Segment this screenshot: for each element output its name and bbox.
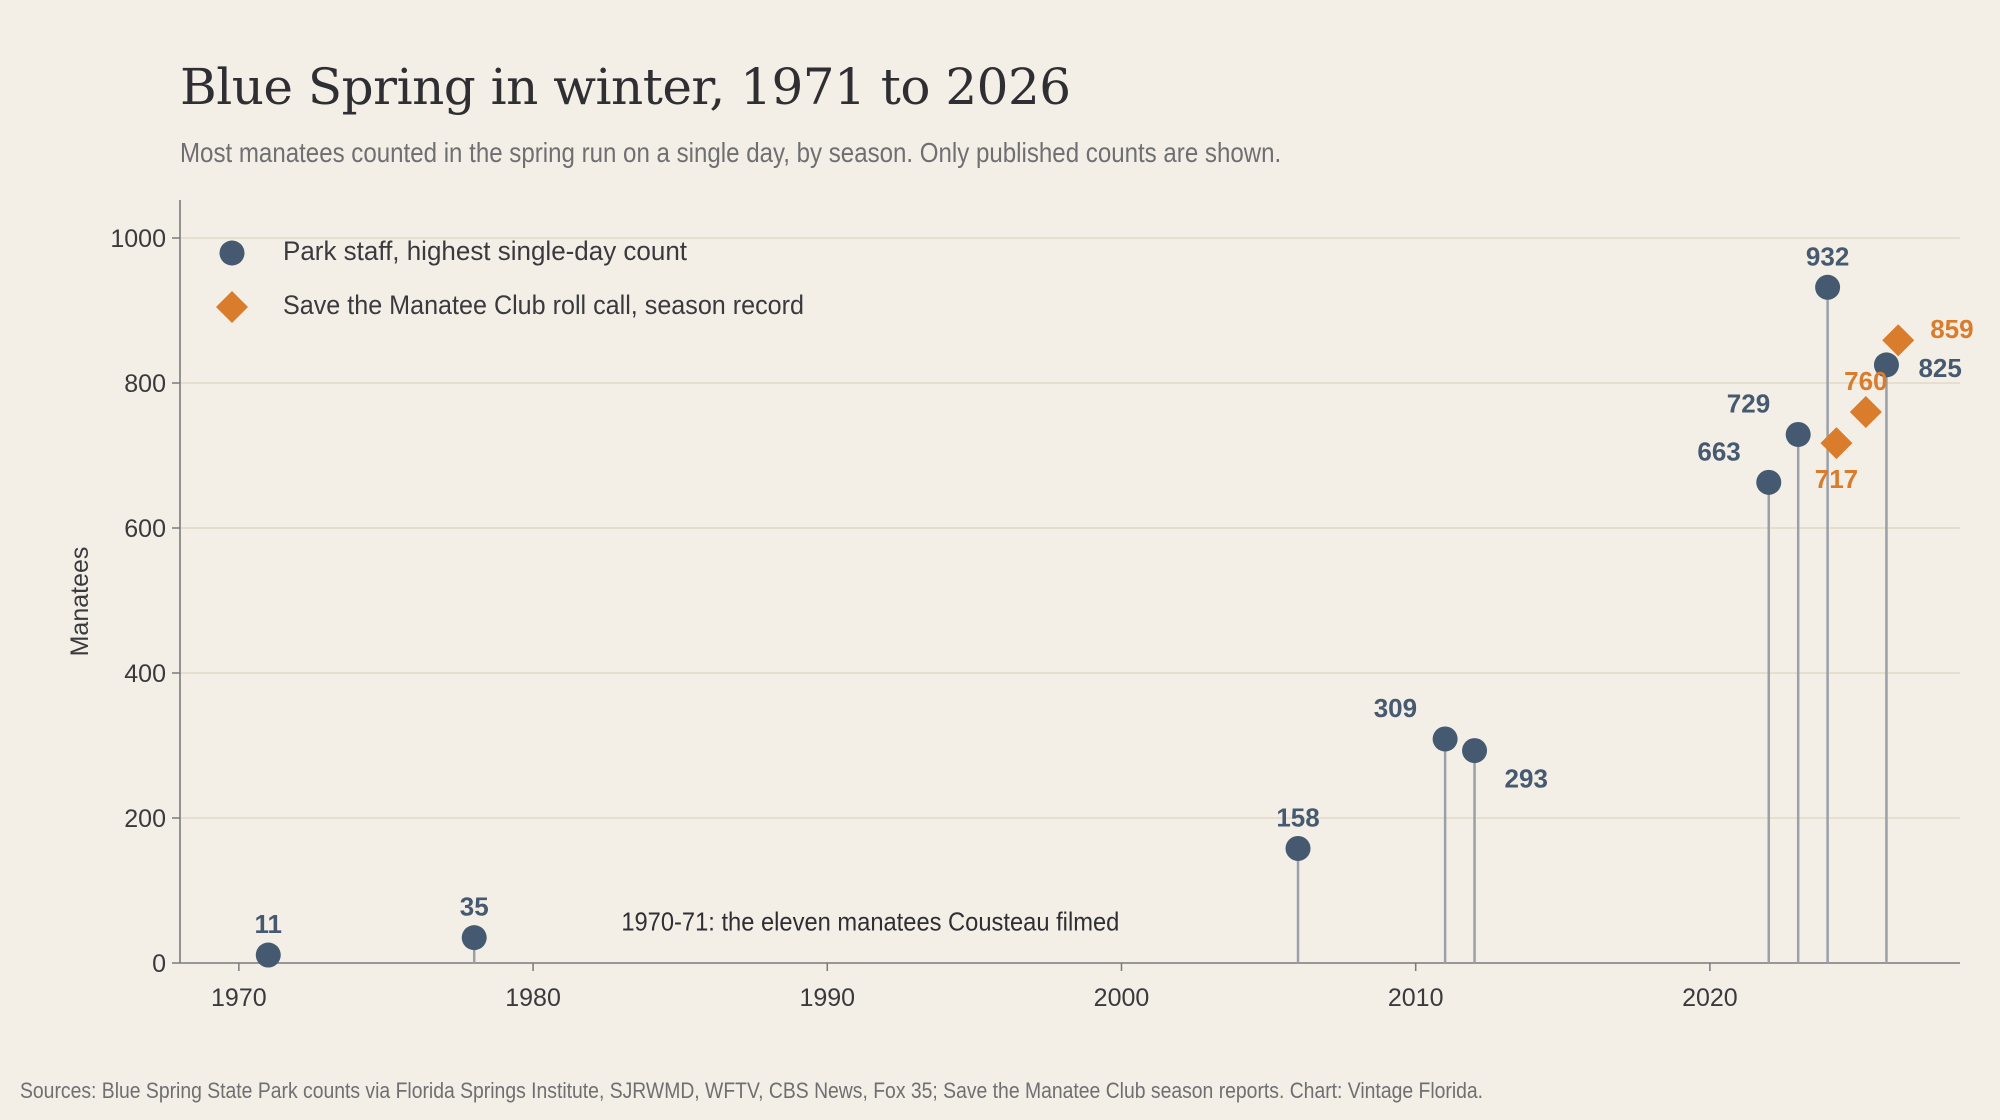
x-tick-label-2000: 2000 [1094, 984, 1150, 1012]
data-label-663: 663 [1697, 436, 1740, 466]
data-label-729: 729 [1727, 388, 1770, 418]
data-label-309: 309 [1374, 693, 1417, 723]
annotation-cousteau: 1970-71: the eleven manatees Cousteau fi… [621, 906, 1119, 936]
club-record-point-859 [1882, 324, 1915, 357]
legend-club-marker [216, 291, 248, 323]
chart-source-note: Sources: Blue Spring State Park counts v… [20, 1078, 1484, 1103]
data-label-158: 158 [1276, 802, 1319, 832]
y-tick-label-0: 0 [152, 950, 166, 978]
y-axis-title: Manatees [66, 547, 94, 657]
y-tick-label-400: 400 [124, 660, 166, 688]
club-record-point-760 [1849, 396, 1882, 428]
data-label-859: 859 [1930, 314, 1973, 344]
chart-subtitle: Most manatees counted in the spring run … [180, 137, 1282, 168]
chart-title: Blue Spring in winter, 1971 to 2026 [180, 58, 1071, 116]
data-label-11: 11 [255, 909, 283, 939]
data-label-825: 825 [1918, 353, 1961, 383]
x-tick-label-1980: 1980 [505, 984, 561, 1012]
x-tick-label-1970: 1970 [211, 984, 267, 1012]
data-label-35: 35 [460, 892, 489, 922]
legend: Park staff, highest single-day count Save… [216, 236, 804, 323]
park-count-point-2011 [1432, 726, 1458, 752]
park-count-point-2024 [1815, 274, 1841, 300]
legend-park-staff-label: Park staff, highest single-day count [283, 236, 687, 266]
y-tick-label-1000: 1000 [110, 225, 166, 253]
data-label-932: 932 [1806, 241, 1849, 271]
park-count-point-1978 [461, 925, 487, 951]
legend-club-label: Save the Manatee Club roll call, season … [283, 290, 804, 320]
y-tick-label-200: 200 [124, 805, 166, 833]
park-count-point-1971 [255, 942, 281, 968]
y-tick-label-600: 600 [124, 515, 166, 543]
x-tick-label-1990: 1990 [799, 984, 855, 1012]
data-label-717: 717 [1815, 464, 1858, 494]
club-record-point-717 [1820, 427, 1853, 460]
x-tick-label-2010: 2010 [1388, 984, 1444, 1012]
y-tick-label-800: 800 [124, 370, 166, 398]
park-count-point-2026 [1873, 352, 1899, 378]
x-tick-label-2020: 2020 [1682, 984, 1738, 1012]
park-count-point-2022 [1756, 469, 1782, 495]
legend-park-staff-marker [219, 240, 245, 266]
park-count-point-2023 [1785, 421, 1811, 447]
park-count-point-2006 [1285, 835, 1311, 861]
data-label-293: 293 [1505, 764, 1548, 794]
data-label-760: 760 [1844, 366, 1887, 396]
park-count-point-2012 [1462, 738, 1488, 764]
